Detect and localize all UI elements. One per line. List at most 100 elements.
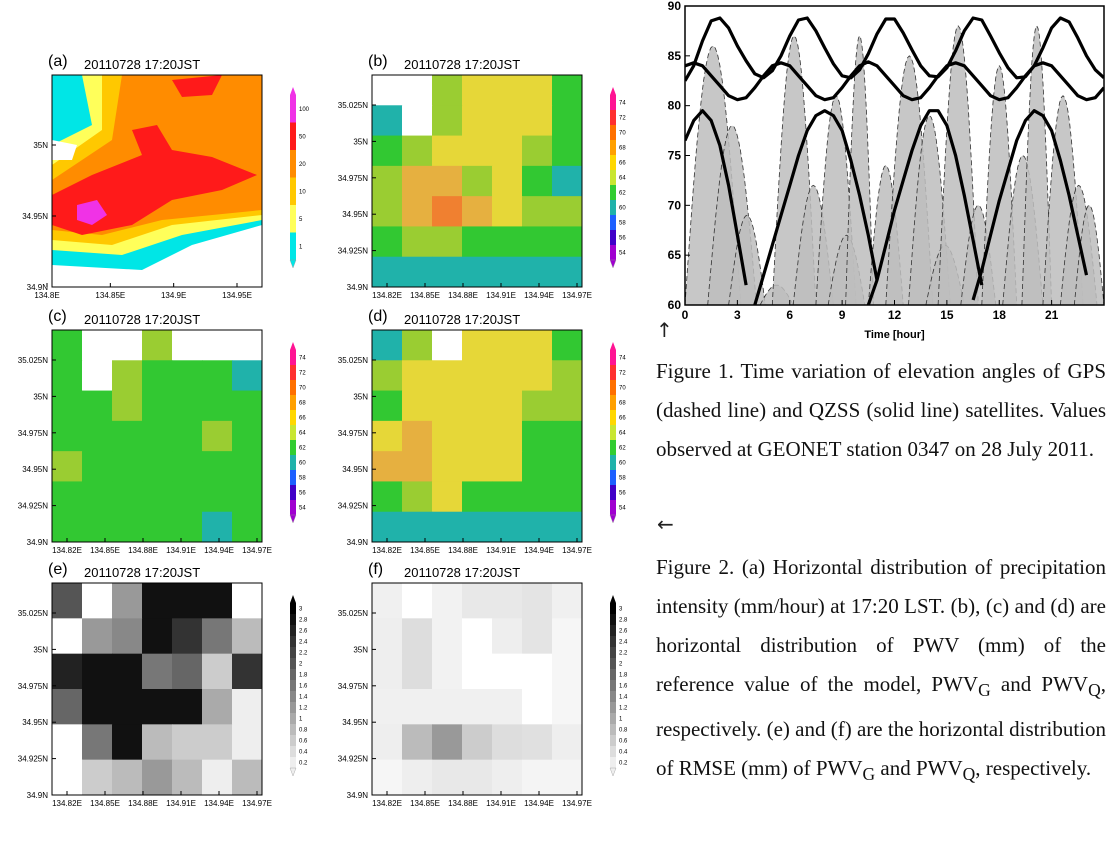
- grid-cell: [142, 759, 173, 796]
- grid-cell: [552, 390, 583, 422]
- colorbar-segment: [290, 455, 296, 471]
- grid-cell: [52, 451, 83, 482]
- grid-cell: [372, 165, 403, 197]
- colorbar-label: 66: [619, 161, 626, 167]
- colorbar-label: 62: [619, 446, 626, 452]
- grid-cell: [372, 724, 403, 761]
- colorbar-label: 0.4: [299, 750, 308, 756]
- map-panel-svg: (f) 20110728 17:20JST 35.025N 35N 34.975N 34.…: [338, 561, 628, 808]
- ytick-label: 34.95N: [22, 718, 48, 727]
- colorbar-segment: [290, 746, 296, 758]
- colorbar-segment: [290, 232, 296, 261]
- grid-cell: [202, 420, 233, 452]
- grid-cell: [142, 653, 173, 690]
- figure2-caption-text: and PWV: [990, 672, 1089, 696]
- colorbar-cap: [610, 87, 616, 95]
- grid-cell: [402, 583, 433, 619]
- grid-cell: [202, 481, 233, 513]
- grid-cell: [402, 420, 433, 452]
- colorbar-segment: [290, 625, 296, 637]
- xtick-label: 134.91E: [486, 799, 516, 808]
- colorbar-label: 0.2: [619, 761, 628, 767]
- grid-cell: [172, 583, 203, 619]
- grid-cell: [232, 420, 263, 452]
- colorbar-label: 1: [299, 717, 303, 723]
- grid-cell: [492, 759, 523, 796]
- colorbar-segment: [610, 702, 616, 714]
- grid-cell: [552, 420, 583, 452]
- subscript: Q: [1088, 680, 1101, 701]
- grid-cell: [232, 583, 263, 619]
- grid-cell: [112, 420, 143, 452]
- contour-50b: [172, 75, 222, 97]
- grid-cell: [172, 724, 203, 761]
- grid-cell: [552, 689, 583, 725]
- grid-cell: [492, 105, 523, 137]
- colorbar-label: 2.8: [299, 618, 308, 624]
- grid-cell: [52, 759, 83, 796]
- subscript: G: [862, 764, 876, 785]
- panel-label: (d): [368, 308, 388, 325]
- grid-cell: [432, 330, 463, 361]
- colorbar-segment: [290, 614, 296, 626]
- colorbar-label: 1: [299, 244, 303, 250]
- colorbar-label: 64: [299, 431, 306, 437]
- colorbar-label: 74: [299, 356, 306, 362]
- grid-cell: [552, 451, 583, 482]
- plot-frame: [51, 329, 263, 543]
- grid-cell: [372, 256, 403, 288]
- colorbar-label: 60: [619, 461, 626, 467]
- grid-cell: [112, 724, 143, 761]
- chart-xtick-label: 3: [734, 308, 741, 322]
- colorbar-segment: [610, 380, 616, 396]
- grid-cell: [492, 724, 523, 761]
- chart-ytick-label: 90: [668, 0, 682, 13]
- grid-cell: [112, 759, 143, 796]
- grid-cell: [402, 689, 433, 725]
- colorbar-label: 60: [619, 206, 626, 212]
- grid-cell: [552, 360, 583, 392]
- colorbar-segment: [610, 350, 616, 366]
- grid-cell: [552, 105, 583, 137]
- colorbar-label: 1.6: [299, 684, 308, 690]
- ytick-label: 35.025N: [18, 356, 48, 365]
- grid-cell: [82, 360, 113, 392]
- grid-cell: [202, 618, 233, 655]
- colorbar-segment: [610, 170, 616, 186]
- chart-ytick-label: 65: [668, 248, 682, 262]
- colorbar-segment: [610, 680, 616, 692]
- contour-100: [77, 200, 107, 225]
- panel-title: 20110728 17:20JST: [84, 565, 200, 580]
- xtick-label: 134.88E: [448, 546, 478, 555]
- grid-cell: [432, 226, 463, 258]
- colorbar-segment: [610, 95, 616, 111]
- xtick-label: 134.94E: [204, 799, 234, 808]
- grid-cell: [232, 481, 263, 513]
- figure2-caption-text: , respectively.: [975, 756, 1092, 781]
- colorbar-label: 74: [619, 101, 626, 107]
- colorbar-label: 0.4: [619, 750, 628, 756]
- colorbar-cap: [290, 87, 296, 95]
- chart-ytick-label: 60: [668, 298, 682, 312]
- plot-frame: [51, 582, 263, 796]
- colorbar-segment: [610, 625, 616, 637]
- gps-arc: [1021, 25, 1053, 305]
- colorbar-segment: [290, 150, 296, 178]
- grid-cell: [522, 226, 553, 258]
- grid-cell: [112, 653, 143, 690]
- colorbar-segment: [610, 603, 616, 615]
- xtick-label: 134.91E: [166, 546, 196, 555]
- grid-cell: [522, 653, 553, 690]
- grid-cell: [552, 759, 583, 796]
- xtick-label: 134.97E: [242, 799, 272, 808]
- grid-cell: [142, 583, 173, 619]
- qzss-line: [971, 109, 1089, 301]
- grid-cell: [372, 390, 403, 422]
- grid-cell: [522, 390, 553, 422]
- grid-cell: [172, 618, 203, 655]
- colorbar-segment: [610, 455, 616, 471]
- colorbar-label: 68: [299, 401, 306, 407]
- colorbar-segment: [290, 658, 296, 670]
- ytick-label: 34.95N: [342, 718, 368, 727]
- xtick-label: 134.91E: [486, 291, 516, 300]
